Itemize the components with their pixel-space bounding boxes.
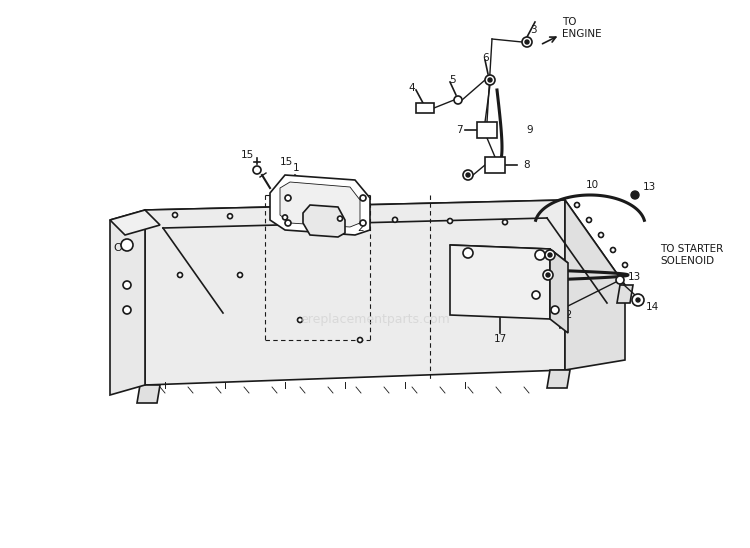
Polygon shape (450, 245, 550, 319)
Text: 13: 13 (628, 272, 641, 282)
Circle shape (285, 195, 291, 201)
Polygon shape (565, 200, 625, 370)
Circle shape (463, 170, 473, 180)
Circle shape (448, 219, 452, 224)
Circle shape (238, 272, 242, 277)
Polygon shape (550, 249, 568, 333)
Circle shape (123, 306, 131, 314)
Circle shape (522, 37, 532, 47)
Circle shape (574, 203, 580, 208)
Circle shape (298, 317, 302, 323)
Polygon shape (617, 285, 633, 303)
Circle shape (532, 291, 540, 299)
Circle shape (503, 220, 508, 225)
Text: 15: 15 (280, 157, 293, 167)
Circle shape (636, 298, 640, 302)
Polygon shape (137, 385, 160, 403)
Circle shape (610, 248, 616, 253)
Circle shape (485, 75, 495, 85)
Text: 16: 16 (553, 265, 566, 275)
Circle shape (121, 239, 133, 251)
Circle shape (227, 214, 232, 219)
Text: 9: 9 (526, 125, 532, 135)
Circle shape (535, 250, 545, 260)
Text: 2: 2 (357, 223, 364, 233)
Text: 7: 7 (456, 125, 462, 135)
Circle shape (546, 273, 550, 277)
Text: O: O (113, 243, 122, 253)
Circle shape (632, 294, 644, 306)
Circle shape (466, 173, 470, 177)
Text: 10: 10 (586, 180, 598, 190)
Text: 3: 3 (530, 25, 536, 35)
Text: 5: 5 (448, 75, 455, 85)
Text: -: - (463, 298, 467, 312)
Bar (477, 122, 497, 138)
Circle shape (123, 281, 131, 289)
Circle shape (543, 270, 553, 280)
Circle shape (285, 220, 291, 226)
Polygon shape (145, 200, 565, 385)
Polygon shape (110, 210, 145, 395)
Bar (416, 103, 434, 113)
Polygon shape (110, 210, 160, 235)
Circle shape (598, 232, 604, 237)
Circle shape (360, 195, 366, 201)
Circle shape (545, 250, 555, 260)
Circle shape (622, 262, 628, 267)
Circle shape (631, 191, 639, 199)
Text: 17: 17 (494, 334, 507, 344)
Text: 15: 15 (240, 150, 254, 160)
Text: TO
ENGINE: TO ENGINE (562, 17, 602, 39)
Polygon shape (547, 370, 570, 388)
Text: 6: 6 (483, 53, 489, 63)
Text: +: + (530, 298, 541, 312)
Circle shape (338, 216, 343, 221)
Circle shape (525, 40, 529, 44)
Text: 13: 13 (643, 182, 656, 192)
Text: 4: 4 (409, 83, 416, 93)
Circle shape (392, 218, 398, 222)
Text: 14: 14 (646, 302, 659, 312)
Text: 1: 1 (292, 163, 299, 173)
Text: ereplacementparts.com: ereplacementparts.com (300, 313, 450, 327)
Circle shape (358, 338, 362, 342)
Circle shape (551, 306, 559, 314)
Text: 12: 12 (560, 310, 573, 320)
Circle shape (178, 272, 182, 277)
Circle shape (548, 253, 552, 257)
Circle shape (360, 220, 366, 226)
Polygon shape (280, 182, 360, 227)
Text: TO STARTER
SOLENOID: TO STARTER SOLENOID (660, 244, 723, 266)
Circle shape (253, 166, 261, 174)
Polygon shape (303, 205, 345, 237)
Circle shape (463, 248, 473, 258)
Polygon shape (450, 245, 568, 263)
Circle shape (172, 213, 178, 218)
Circle shape (488, 78, 492, 82)
Circle shape (586, 218, 592, 222)
Polygon shape (270, 175, 370, 235)
Circle shape (283, 215, 287, 220)
Polygon shape (145, 200, 625, 295)
Circle shape (616, 276, 624, 284)
Text: 11: 11 (519, 290, 532, 300)
Circle shape (454, 96, 462, 104)
Bar (485, 157, 505, 173)
Text: 8: 8 (523, 160, 530, 170)
